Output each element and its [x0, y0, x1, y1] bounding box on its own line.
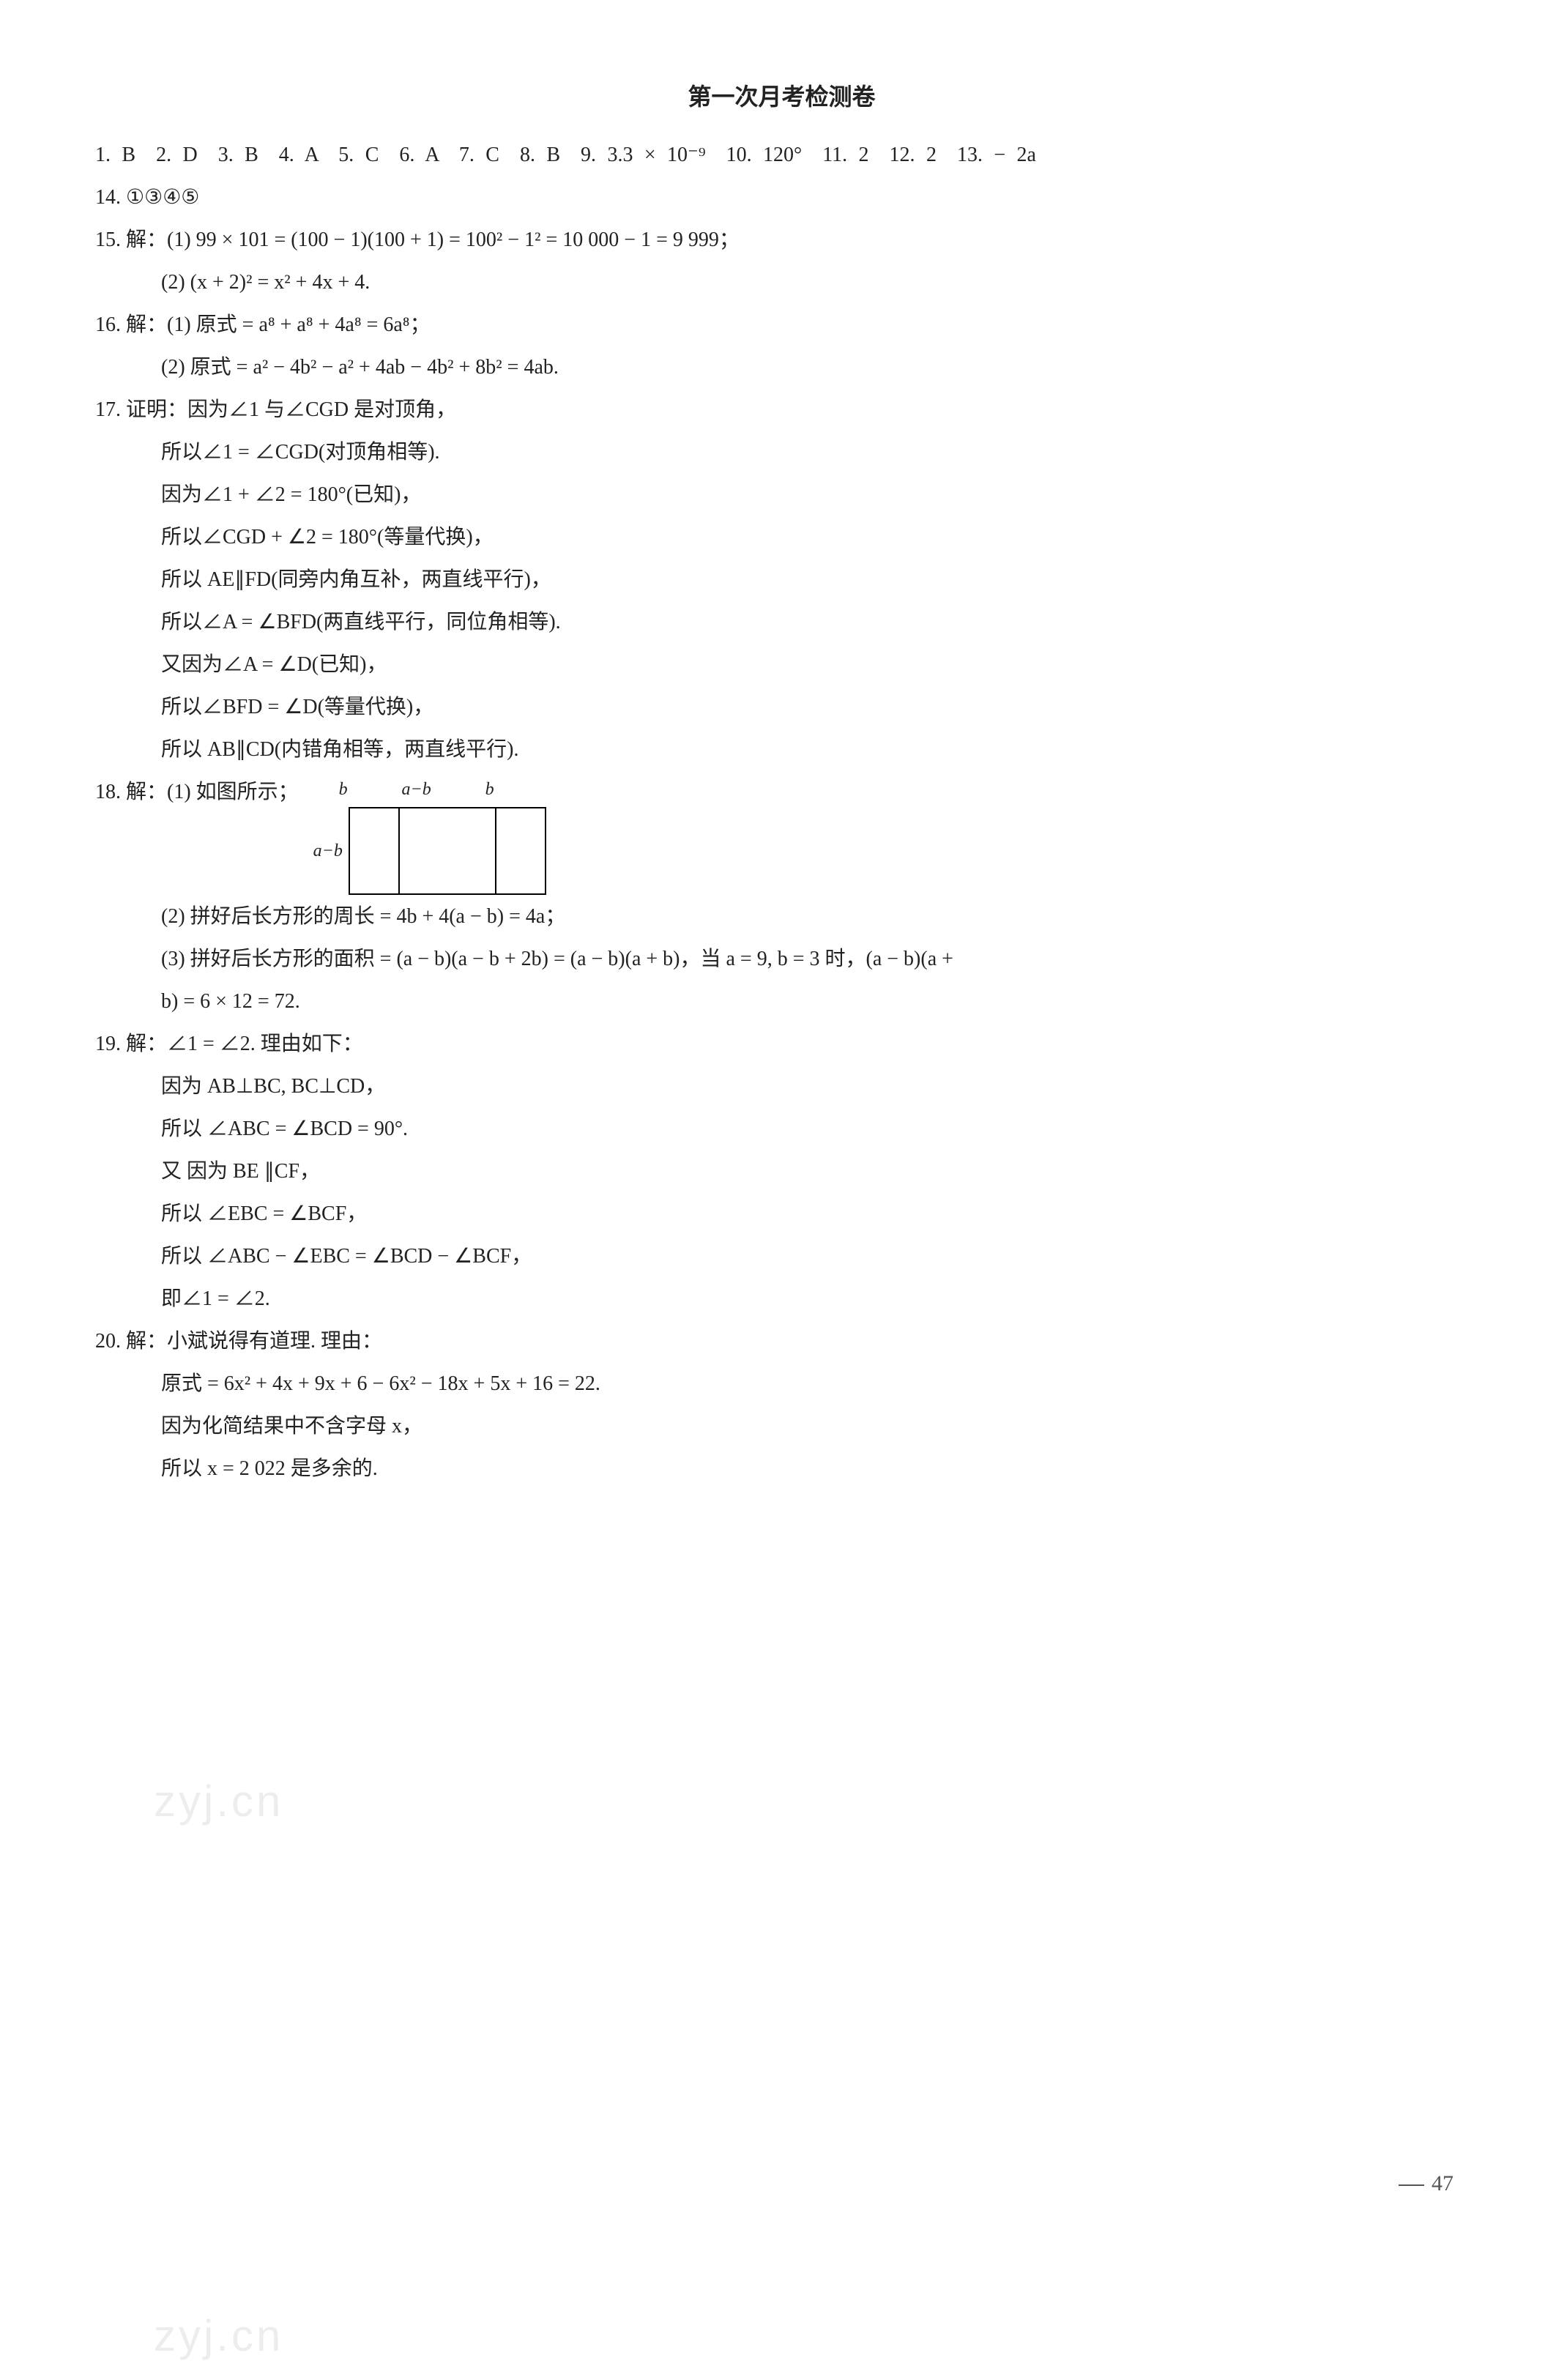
q18-line1-with-diagram: 18. 解：(1) 如图所示； b a−b b a−b [95, 772, 1468, 895]
q17-line8: 所以∠BFD = ∠D(等量代换)， [95, 687, 1468, 728]
q17-line1: 17. 证明：因为∠1 与∠CGD 是对顶角， [95, 390, 1468, 431]
diagram-rects [349, 807, 546, 895]
q20-line2: 原式 = 6x² + 4x + 9x + 6 − 6x² − 18x + 5x … [95, 1364, 1468, 1405]
multiple-choice-answers: 1. B 2. D 3. B 4. A 5. C 6. A 7. C 8. B … [95, 135, 1468, 176]
q19-line1: 19. 解：∠1 = ∠2. 理由如下： [95, 1024, 1468, 1065]
q19-line2: 因为 AB⊥BC, BC⊥CD， [95, 1066, 1468, 1107]
q19-line7: 即∠1 = ∠2. [95, 1279, 1468, 1320]
diagram-label-b2: b [464, 772, 515, 807]
q18-line1-text: 18. 解：(1) 如图所示； [95, 772, 299, 813]
q17-line6: 所以∠A = ∠BFD(两直线平行，同位角相等). [95, 602, 1468, 643]
diagram-label-b1: b [318, 772, 369, 807]
q14-answer: 14. ①③④⑤ [95, 177, 1468, 218]
q17-line7: 又因为∠A = ∠D(已知)， [95, 644, 1468, 685]
page-number-value: 47 [1432, 2171, 1453, 2195]
q17-line2: 所以∠1 = ∠CGD(对顶角相等). [95, 432, 1468, 473]
q17-line9: 所以 AB∥CD(内错角相等，两直线平行). [95, 729, 1468, 770]
diagram-rect-2 [400, 807, 495, 895]
q16-part2: (2) 原式 = a² − 4b² − a² + 4ab − 4b² + 8b²… [95, 347, 1468, 388]
q19-line5: 所以 ∠EBC = ∠BCF， [95, 1194, 1468, 1235]
q15-part1: 15. 解：(1) 99 × 101 = (100 − 1)(100 + 1) … [95, 220, 1468, 261]
q17-line3: 因为∠1 + ∠2 = 180°(已知)， [95, 475, 1468, 516]
diagram-top-labels: b a−b b [313, 772, 546, 807]
q15-part2: (2) (x + 2)² = x² + 4x + 4. [95, 262, 1468, 303]
q18-line3: (3) 拼好后长方形的面积 = (a − b)(a − b + 2b) = (a… [95, 939, 1468, 980]
page-num-dash [1399, 2184, 1424, 2186]
q17-line4: 所以∠CGD + ∠2 = 180°(等量代换)， [95, 517, 1468, 558]
watermark-1: zyj.cn [154, 1758, 283, 1845]
diagram-left-label: a−b [313, 833, 349, 869]
q19-line4: 又 因为 BE ∥CF， [95, 1151, 1468, 1192]
page-title: 第一次月考检测卷 [95, 73, 1468, 120]
q20-line3: 因为化简结果中不含字母 x， [95, 1406, 1468, 1447]
q19-line6: 所以 ∠ABC − ∠EBC = ∠BCD − ∠BCF， [95, 1236, 1468, 1277]
watermark-2: zyj.cn [154, 2292, 283, 2380]
q20-line1: 20. 解：小斌说得有道理. 理由： [95, 1321, 1468, 1362]
q16-part1: 16. 解：(1) 原式 = a⁸ + a⁸ + 4a⁸ = 6a⁸； [95, 305, 1468, 346]
diagram-label-amb: a−b [369, 772, 464, 807]
q18-diagram: b a−b b a−b [313, 772, 546, 895]
diagram-rect-3 [495, 807, 546, 895]
q20-line4: 所以 x = 2 022 是多余的. [95, 1449, 1468, 1490]
page-number: 47 [1399, 2162, 1453, 2206]
diagram-rect-1 [349, 807, 400, 895]
q17-line5: 所以 AE∥FD(同旁内角互补，两直线平行)， [95, 559, 1468, 600]
q18-line4: b) = 6 × 12 = 72. [95, 981, 1468, 1022]
q18-line2: (2) 拼好后长方形的周长 = 4b + 4(a − b) = 4a； [95, 896, 1468, 937]
q19-line3: 所以 ∠ABC = ∠BCD = 90°. [95, 1109, 1468, 1150]
